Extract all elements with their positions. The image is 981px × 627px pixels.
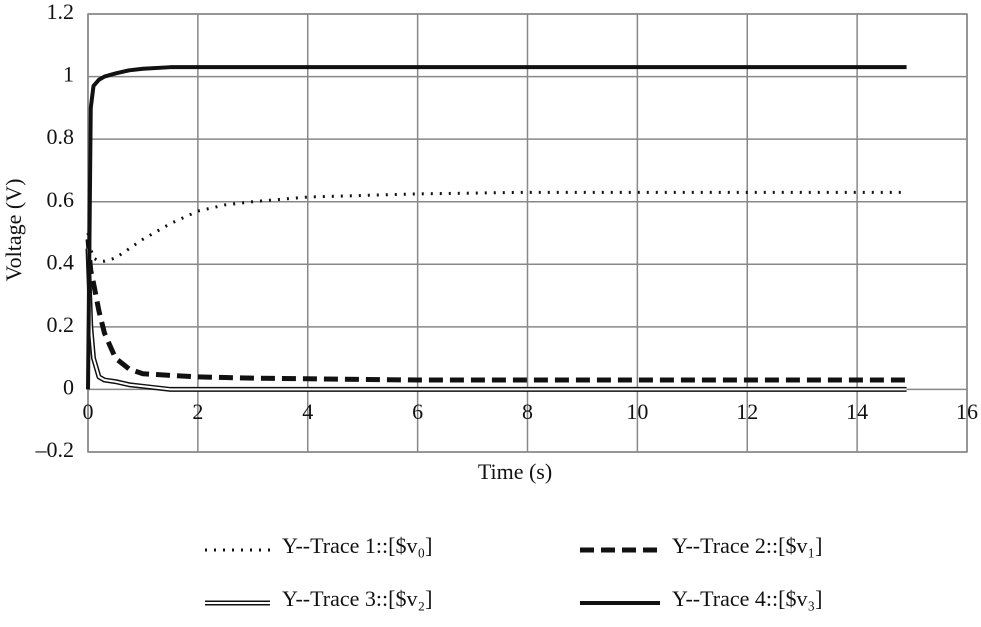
y-tick-label: 0: [63, 374, 74, 399]
y-axis-label: Voltage (V): [1, 179, 26, 282]
x-tick-label: 12: [736, 399, 758, 424]
x-tick-label: 6: [412, 399, 423, 424]
data-line: [85, 239, 907, 383]
y-tick-label: 0.6: [47, 187, 75, 212]
y-tick-label: 0.2: [47, 312, 75, 337]
legend-label: Y--Trace 4::[$v₃]: [672, 586, 822, 611]
legend-label: Y--Trace 3::[$v₂]: [282, 586, 432, 611]
y-tick-label: –0.2: [35, 437, 75, 462]
y-tick-label: 1.2: [47, 0, 75, 24]
x-tick-label: 4: [302, 399, 313, 424]
x-tick-label: 8: [522, 399, 533, 424]
x-tick-label: 10: [626, 399, 648, 424]
x-tick-label: 16: [956, 399, 978, 424]
data-line: [86, 65, 907, 390]
legend-label: Y--Trace 2::[$v₁]: [672, 533, 822, 558]
y-tick-label: 0.4: [47, 249, 75, 274]
x-tick-label: 2: [192, 399, 203, 424]
x-tick-label: 0: [83, 399, 94, 424]
y-tick-label: 1: [63, 62, 74, 87]
legend-label: Y--Trace 1::[$v₀]: [282, 533, 432, 558]
data-line-inner: [87, 248, 907, 391]
x-axis-label: Time (s): [478, 459, 552, 484]
x-tick-label: 14: [846, 399, 868, 424]
y-tick-label: 0.8: [47, 124, 75, 149]
